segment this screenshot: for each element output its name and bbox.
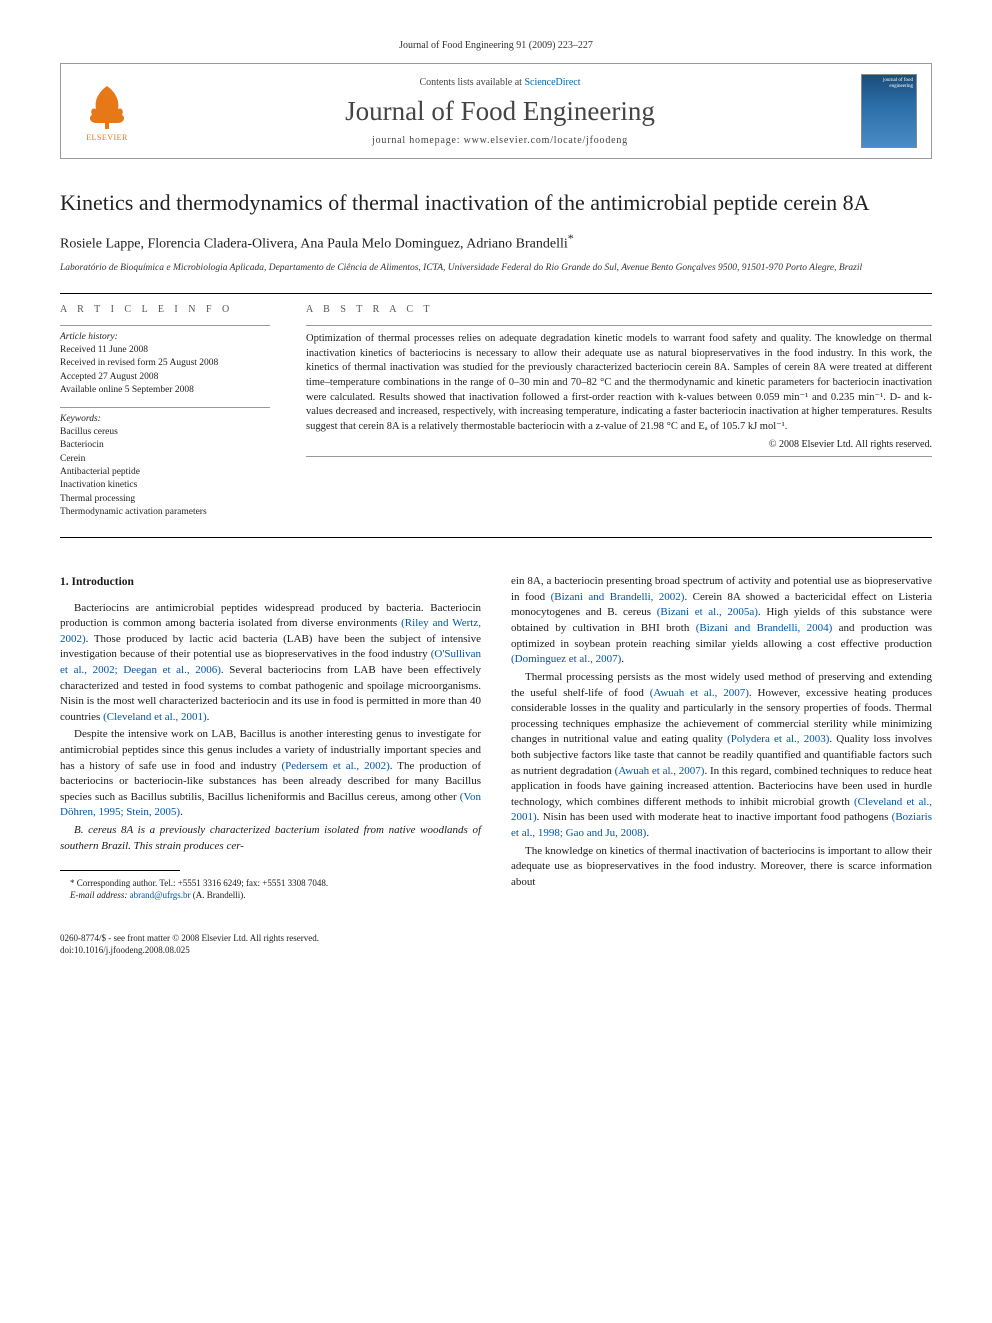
body-text: The knowledge on kinetics of thermal ina… xyxy=(511,845,932,888)
footnote-separator xyxy=(60,870,180,871)
issn-line: 0260-8774/$ - see front matter © 2008 El… xyxy=(60,932,932,944)
affiliation: Laboratório de Bioquímica e Microbiologi… xyxy=(60,262,932,275)
body-text: . xyxy=(180,806,183,818)
citation-link[interactable]: (Dominguez et al., 2007) xyxy=(511,653,621,665)
footer: 0260-8774/$ - see front matter © 2008 El… xyxy=(60,932,932,956)
paragraph: ein 8A, a bacteriocin presenting broad s… xyxy=(511,574,932,668)
history-label: Article history: xyxy=(60,332,270,342)
journal-name: Journal of Food Engineering xyxy=(153,96,847,127)
body-text: . xyxy=(646,827,649,839)
article-info-block: A R T I C L E I N F O Article history: R… xyxy=(60,304,270,529)
abstract-copyright: © 2008 Elsevier Ltd. All rights reserved… xyxy=(306,439,932,450)
section-heading-intro: 1. Introduction xyxy=(60,574,481,590)
authors: Rosiele Lappe, Florencia Cladera-Olivera… xyxy=(60,231,932,253)
citation-link[interactable]: (Pedersem et al., 2002) xyxy=(282,760,390,772)
citation-link[interactable]: (Bizani et al., 2005a) xyxy=(657,606,758,618)
citation-link[interactable]: (Bizani and Brandelli, 2002) xyxy=(551,591,685,603)
elsevier-logo: ELSEVIER xyxy=(75,75,139,147)
paragraph: B. cereus 8A is a previously characteriz… xyxy=(60,823,481,854)
citation-link[interactable]: (Awuah et al., 2007) xyxy=(650,687,749,699)
homepage-line: journal homepage: www.elsevier.com/locat… xyxy=(153,135,847,146)
divider xyxy=(306,456,932,457)
journal-reference: Journal of Food Engineering 91 (2009) 22… xyxy=(60,40,932,51)
cover-thumb-title: journal of food engineering xyxy=(865,78,913,89)
abstract-heading: A B S T R A C T xyxy=(306,304,932,315)
divider xyxy=(60,537,932,538)
email-link[interactable]: abrand@ufrgs.br xyxy=(130,890,191,900)
paragraph: Despite the intensive work on LAB, Bacil… xyxy=(60,727,481,821)
keywords-text: Bacillus cereus Bacteriocin Cerein Antib… xyxy=(60,426,270,519)
abstract-text: Optimization of thermal processes relies… xyxy=(306,332,932,435)
citation-link[interactable]: (Polydera et al., 2003) xyxy=(727,733,829,745)
corresponding-author-footnote: * Corresponding author. Tel.: +5551 3316… xyxy=(60,877,481,889)
body-text: . xyxy=(621,653,624,665)
divider xyxy=(60,325,270,326)
paragraph: Bacteriocins are antimicrobial peptides … xyxy=(60,601,481,726)
body-columns: 1. Introduction Bacteriocins are antimic… xyxy=(60,574,932,901)
paragraph: The knowledge on kinetics of thermal ina… xyxy=(511,844,932,891)
body-text: . Nisin has been used with moderate heat… xyxy=(537,811,892,823)
article-meta-row: A R T I C L E I N F O Article history: R… xyxy=(60,304,932,529)
contents-available-line: Contents lists available at ScienceDirec… xyxy=(153,77,847,88)
contents-prefix: Contents lists available at xyxy=(419,77,524,88)
article-title: Kinetics and thermodynamics of thermal i… xyxy=(60,189,932,217)
body-text: B. cereus 8A is a previously characteriz… xyxy=(60,824,481,852)
citation-link[interactable]: (Cleveland et al., 2001) xyxy=(103,711,207,723)
history-text: Received 11 June 2008 Received in revise… xyxy=(60,344,270,397)
keywords-label: Keywords: xyxy=(60,414,270,424)
homepage-url[interactable]: www.elsevier.com/locate/jfoodeng xyxy=(464,135,628,146)
doi-line: doi:10.1016/j.jfoodeng.2008.08.025 xyxy=(60,944,932,956)
paragraph: Thermal processing persists as the most … xyxy=(511,670,932,842)
column-right: ein 8A, a bacteriocin presenting broad s… xyxy=(511,574,932,901)
sciencedirect-link[interactable]: ScienceDirect xyxy=(524,77,580,88)
corr-author-mark: * xyxy=(568,231,574,245)
email-footnote: E-mail address: abrand@ufrgs.br (A. Bran… xyxy=(60,889,481,901)
abstract-block: A B S T R A C T Optimization of thermal … xyxy=(306,304,932,529)
author-list: Rosiele Lappe, Florencia Cladera-Olivera… xyxy=(60,236,568,251)
journal-cover-thumb: journal of food engineering xyxy=(861,74,917,148)
email-label: E-mail address: xyxy=(70,890,127,900)
elsevier-tree-icon xyxy=(82,81,132,131)
citation-link[interactable]: (Awuah et al., 2007) xyxy=(615,765,705,777)
homepage-prefix: journal homepage: xyxy=(372,135,464,146)
citation-link[interactable]: (Bizani and Brandelli, 2004) xyxy=(696,622,833,634)
email-who: (A. Brandelli). xyxy=(193,890,246,900)
body-text: . Those produced by lactic acid bacteria… xyxy=(60,633,481,661)
divider xyxy=(60,293,932,294)
divider xyxy=(60,407,270,408)
header-center: Contents lists available at ScienceDirec… xyxy=(153,77,847,146)
elsevier-wordmark: ELSEVIER xyxy=(86,133,128,142)
journal-header: ELSEVIER Contents lists available at Sci… xyxy=(60,63,932,159)
divider xyxy=(306,325,932,326)
article-info-heading: A R T I C L E I N F O xyxy=(60,304,270,315)
column-left: 1. Introduction Bacteriocins are antimic… xyxy=(60,574,481,901)
body-text: . xyxy=(207,711,210,723)
